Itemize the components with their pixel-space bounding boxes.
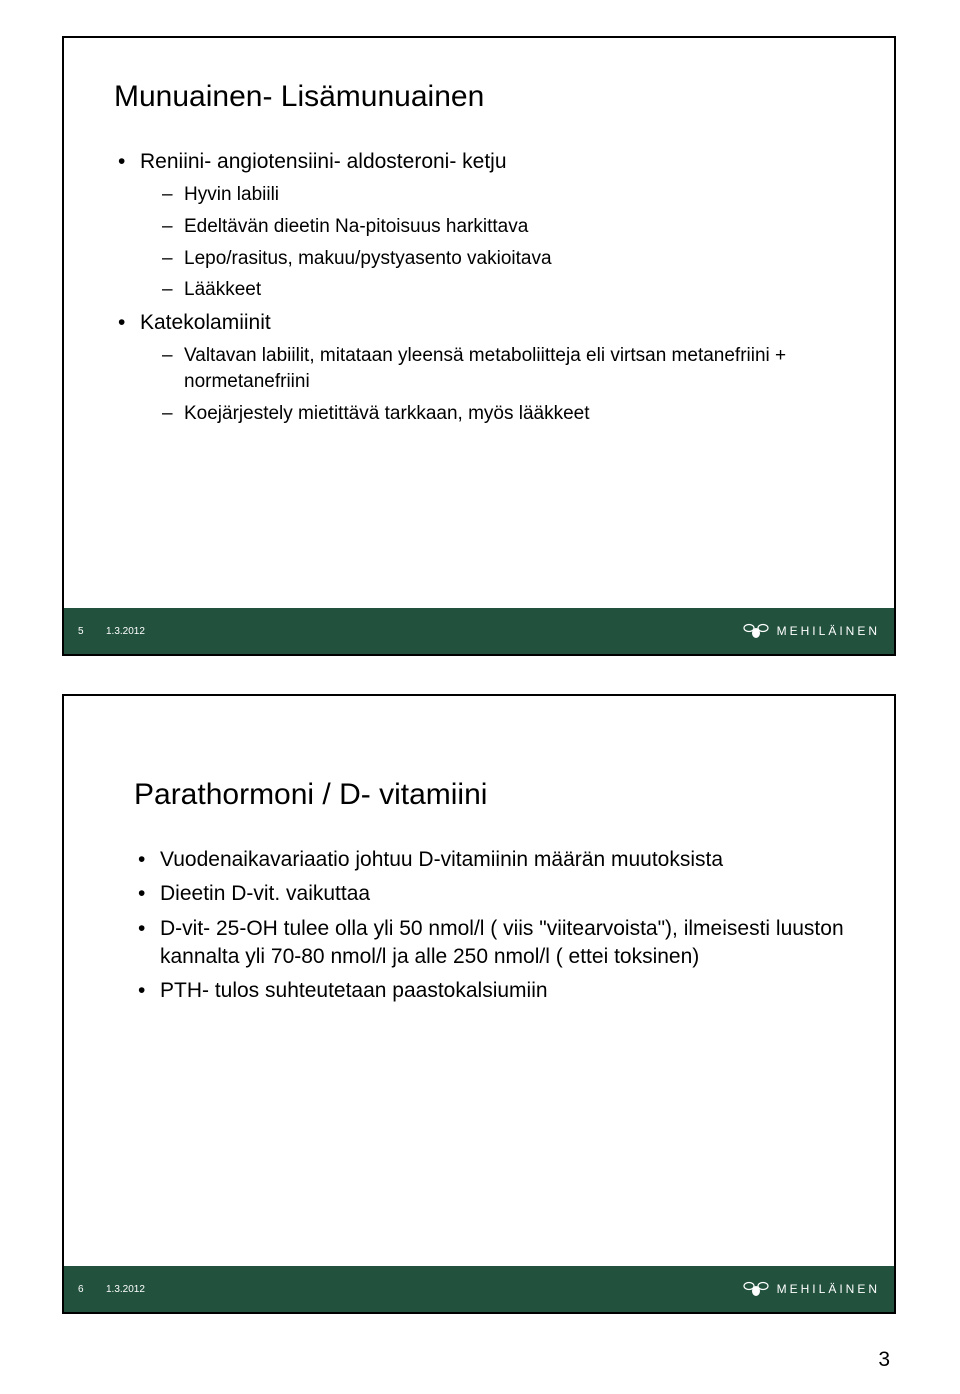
- slide-2-content: Parathormoni / D- vitamiini Vuodenaikava…: [64, 696, 894, 1006]
- bullet-text: Reniini- angiotensiini- aldosteroni- ket…: [140, 150, 507, 173]
- bee-icon: [743, 621, 769, 641]
- sub-bullet-item: Hyvin labiili: [140, 182, 844, 208]
- brand-text: MEHILÄINEN: [777, 1282, 880, 1296]
- slide-1-footer: 5 1.3.2012 MEHILÄINEN: [64, 608, 894, 654]
- bullet-item: Katekolamiinit Valtavan labiilit, mitata…: [114, 309, 844, 426]
- slide-2-footer: 6 1.3.2012 MEHILÄINEN: [64, 1266, 894, 1312]
- sub-bullets: Hyvin labiili Edeltävän dieetin Na-pitoi…: [140, 182, 844, 303]
- footer-date: 1.3.2012: [106, 1284, 145, 1295]
- bee-icon: [743, 1279, 769, 1299]
- brand-text: MEHILÄINEN: [777, 624, 880, 638]
- slide-1-bullets: Reniini- angiotensiini- aldosteroni- ket…: [114, 148, 844, 426]
- footer-page-number: 6: [78, 1284, 106, 1295]
- slide-1-title: Munuainen- Lisämunuainen: [114, 80, 844, 114]
- bullet-item: Vuodenaikavariaatio johtuu D-vitamiinin …: [134, 846, 844, 874]
- footer-date: 1.3.2012: [106, 626, 145, 637]
- slide-2-bullets: Vuodenaikavariaatio johtuu D-vitamiinin …: [134, 846, 844, 1006]
- bullet-item: Dieetin D-vit. vaikuttaa: [134, 880, 844, 908]
- sub-bullet-item: Valtavan labiilit, mitataan yleensä meta…: [140, 343, 844, 394]
- slide-1-content: Munuainen- Lisämunuainen Reniini- angiot…: [64, 38, 894, 426]
- brand: MEHILÄINEN: [743, 1279, 880, 1299]
- sub-bullet-item: Edeltävän dieetin Na-pitoisuus harkittav…: [140, 214, 844, 240]
- brand: MEHILÄINEN: [743, 621, 880, 641]
- slide-1: Munuainen- Lisämunuainen Reniini- angiot…: [62, 36, 896, 656]
- bullet-text: Katekolamiinit: [140, 311, 271, 334]
- pdf-page-number: 3: [878, 1348, 890, 1372]
- sub-bullet-item: Koejärjestely mietittävä tarkkaan, myös …: [140, 401, 844, 427]
- bullet-item: Reniini- angiotensiini- aldosteroni- ket…: [114, 148, 844, 303]
- footer-page-number: 5: [78, 626, 106, 637]
- bullet-item: D-vit- 25-OH tulee olla yli 50 nmol/l ( …: [134, 915, 844, 972]
- slide-2: Parathormoni / D- vitamiini Vuodenaikava…: [62, 694, 896, 1314]
- slide-2-title: Parathormoni / D- vitamiini: [134, 778, 844, 812]
- bullet-item: PTH- tulos suhteutetaan paastokalsiumiin: [134, 977, 844, 1005]
- sub-bullet-item: Lepo/rasitus, makuu/pystyasento vakioita…: [140, 246, 844, 272]
- sub-bullets: Valtavan labiilit, mitataan yleensä meta…: [140, 343, 844, 426]
- sub-bullet-item: Lääkkeet: [140, 277, 844, 303]
